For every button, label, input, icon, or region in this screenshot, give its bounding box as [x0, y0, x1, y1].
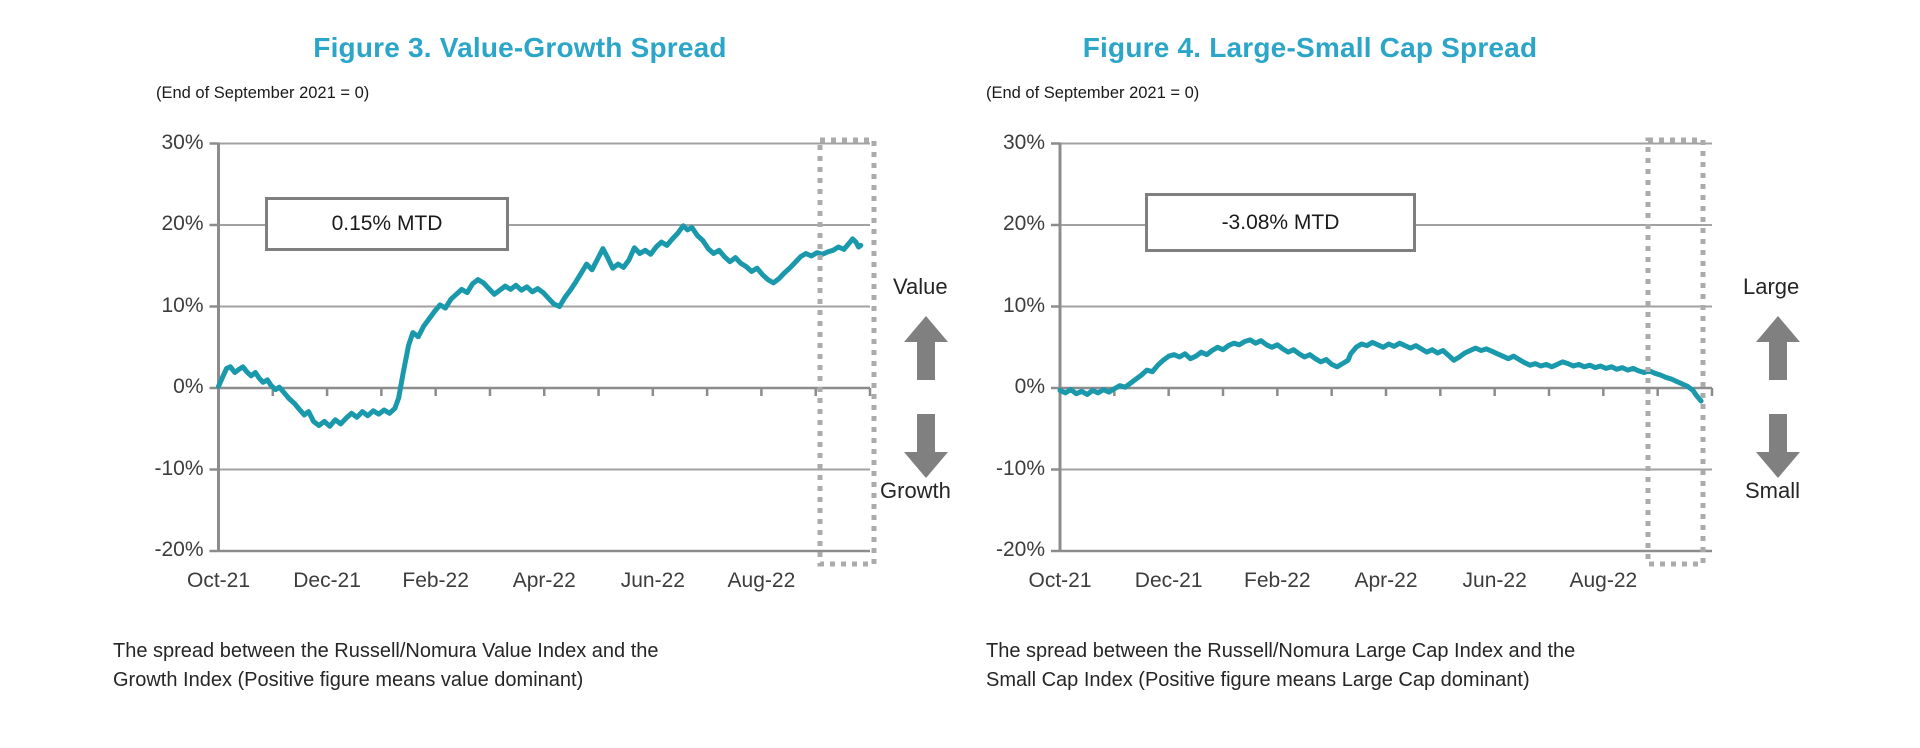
spread-line-series: [1057, 337, 1704, 404]
fig3-x-axis-label: Apr-22: [512, 569, 576, 592]
figure3-caption: The spread between the Russell/Nomura Va…: [113, 637, 893, 695]
fig4-y-axis-label: -20%: [995, 538, 1045, 561]
fig4-x-axis-label: Apr-22: [1354, 569, 1418, 592]
figure3-upper-direction-label: Value: [893, 274, 948, 299]
fig3-x-axis-label: Feb-22: [402, 569, 469, 592]
current-month-highlight-box: [817, 137, 877, 567]
fig4-y-axis-label: -10%: [995, 456, 1045, 480]
figure4-caption: The spread between the Russell/Nomura La…: [986, 637, 1786, 695]
fig3-x-axis-label: Jun-22: [620, 569, 685, 592]
fig3-y-axis-label: -20%: [154, 538, 204, 561]
figure3-caption-line2: Growth Index (Positive figure means valu…: [113, 669, 584, 691]
figure3-title: Figure 3. Value-Growth Spread: [313, 32, 727, 63]
figure3-mtd-annotation: 0.15% MTD: [265, 197, 509, 251]
figure3-caption-line1: The spread between the Russell/Nomura Va…: [113, 640, 659, 662]
fig4-y-axis-label: 0%: [1014, 375, 1045, 398]
down-arrow-icon: [904, 414, 948, 478]
figure3-subtitle: (End of September 2021 = 0): [156, 84, 370, 102]
fig4-y-axis-label: 10%: [1002, 293, 1045, 317]
up-arrow-icon: [904, 316, 948, 380]
spread-line-series: [216, 223, 864, 429]
fig4-x-axis-label: Jun-22: [1462, 569, 1527, 592]
figure4-mtd-annotation: -3.08% MTD: [1145, 193, 1416, 252]
fig3-y-axis-label: 0%: [173, 375, 204, 398]
fig4-y-axis-label: 20%: [1002, 212, 1045, 235]
up-arrow-icon: [1756, 316, 1800, 380]
figure4-caption-line1: The spread between the Russell/Nomura La…: [986, 640, 1576, 662]
fig3-x-axis-label: Oct-21: [186, 569, 251, 592]
fig3-y-axis-label: 30%: [161, 130, 204, 154]
figure4-upper-direction-label: Large: [1743, 274, 1800, 299]
fig4-x-axis-label: Feb-22: [1244, 569, 1311, 592]
fig3-x-axis-label: Aug-22: [727, 569, 796, 592]
figure4-subtitle: (End of September 2021 = 0): [986, 84, 1200, 102]
current-month-highlight-box: [1645, 137, 1706, 567]
fig3-y-axis-label: 10%: [161, 293, 204, 317]
figure3-lower-direction-label: Growth: [880, 478, 951, 503]
fig4-y-axis-label: 30%: [1002, 130, 1045, 154]
figure4-caption-line2: Small Cap Index (Positive figure means L…: [986, 669, 1530, 691]
fig4-x-axis-label: Oct-21: [1028, 569, 1092, 592]
figure4-title: Figure 4. Large-Small Cap Spread: [1082, 32, 1538, 63]
fig4-x-axis-label: Aug-22: [1569, 569, 1638, 592]
down-arrow-icon: [1756, 414, 1800, 478]
fig3-x-axis-label: Dec-21: [293, 569, 361, 592]
figure4-lower-direction-label: Small: [1745, 478, 1801, 503]
fig4-x-axis-label: Dec-21: [1134, 569, 1203, 592]
fig3-y-axis-label: -10%: [154, 456, 204, 480]
fig3-y-axis-label: 20%: [161, 212, 204, 235]
